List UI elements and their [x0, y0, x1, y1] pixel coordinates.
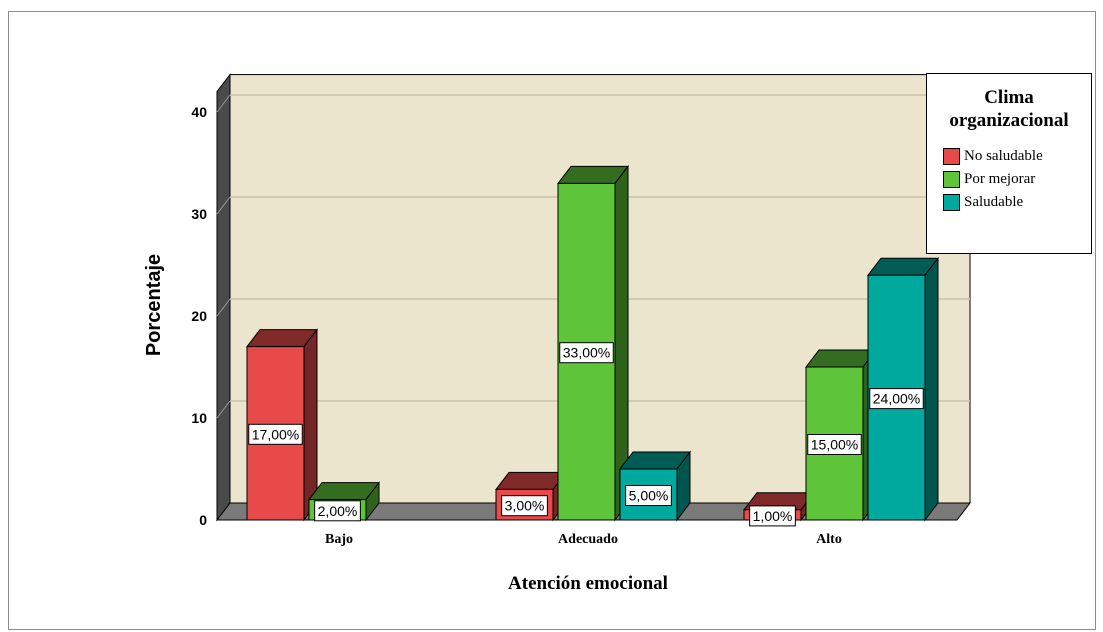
data-label: 5,00%: [625, 485, 672, 506]
legend-item-por-mejorar: Por mejorar: [943, 169, 1035, 189]
x-tick-label: Bajo: [325, 532, 353, 547]
x-tick-label: Adecuado: [558, 532, 618, 547]
gridline-diag: [216, 298, 231, 317]
data-label: 2,00%: [314, 500, 361, 522]
data-label: 33,00%: [559, 342, 614, 364]
gridline-diag: [216, 400, 231, 419]
y-axis-label: Porcentaje: [143, 254, 165, 356]
data-label: 3,00%: [501, 495, 548, 517]
x-axis-label: Atención emocional: [508, 573, 668, 594]
data-label: 15,00%: [807, 434, 862, 455]
gridline-diag: [216, 94, 231, 113]
legend-title-line-1: Clima: [984, 87, 1034, 108]
left-wall: [216, 73, 231, 522]
svg-text:33,00%: 33,00%: [563, 345, 610, 361]
y-tick-label: 30: [191, 206, 207, 222]
bar: [618, 450, 692, 522]
legend-swatch-saludable: [943, 193, 960, 211]
legend-label-saludable: Saludable: [964, 193, 1024, 210]
bars: 17,00% 2,00% 3,00% 33,00% 5,00% 1,00% 15,00% 24…: [245, 164, 940, 527]
legend-swatch-no-saludable: [943, 147, 960, 165]
y-tick-label: 40: [191, 104, 207, 120]
y-axis-ticks: 0 10 20 30 40: [191, 104, 207, 528]
x-axis-categories: Bajo Adecuado Alto: [325, 532, 842, 547]
svg-text:5,00%: 5,00%: [629, 488, 669, 504]
x-tick-label: Alto: [816, 532, 842, 547]
legend-label-por-mejorar: Por mejorar: [964, 170, 1036, 187]
svg-text:2,00%: 2,00%: [318, 503, 358, 519]
y-tick-label: 10: [191, 410, 207, 426]
svg-text:24,00%: 24,00%: [873, 391, 920, 407]
svg-text:17,00%: 17,00%: [252, 426, 299, 442]
legend-item-saludable: Saludable: [943, 192, 1023, 212]
data-label: 24,00%: [869, 388, 924, 410]
legend: Clima organizacional No saludable Por me…: [926, 73, 1092, 254]
svg-text:15,00%: 15,00%: [811, 437, 858, 453]
legend-title: Clima organizacional: [927, 86, 1091, 132]
legend-swatch-por-mejorar: [943, 170, 960, 188]
legend-title-line-2: organizacional: [949, 110, 1069, 131]
data-label: 17,00%: [248, 423, 303, 445]
svg-text:3,00%: 3,00%: [505, 498, 545, 514]
legend-label-no-saludable: No saludable: [964, 147, 1043, 164]
svg-text:1,00%: 1,00%: [753, 508, 793, 524]
y-tick-label: 20: [191, 308, 207, 324]
gridline-diag: [216, 196, 231, 215]
data-label: 1,00%: [749, 505, 796, 527]
y-tick-label: 0: [199, 512, 207, 528]
legend-item-no-saludable: No saludable: [943, 146, 1043, 166]
